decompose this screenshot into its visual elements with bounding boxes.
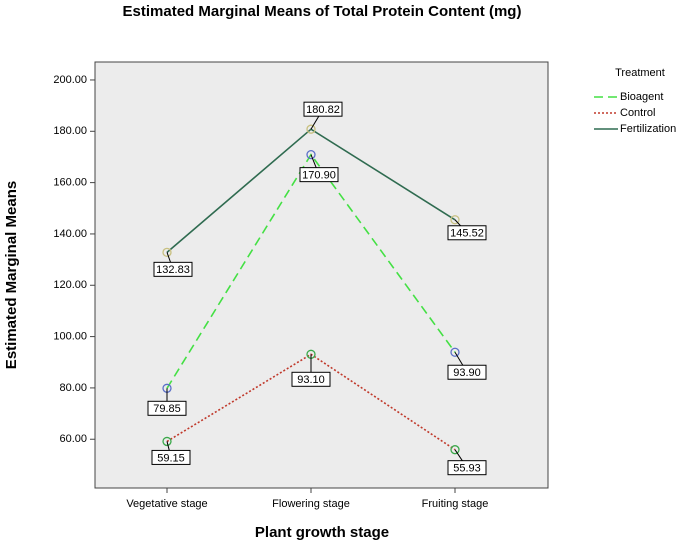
point-marker [450,445,460,455]
x-tick-label: Flowering stage [272,498,350,510]
label-box [291,371,331,387]
value-label: 55.93 [453,463,481,475]
y-tick-label: 100.00 [53,330,87,342]
legend-label: Control [620,107,655,119]
value-label: 79.85 [153,403,181,415]
value-label: 170.90 [302,170,336,182]
label-box [303,101,343,117]
y-tick-label: 140.00 [53,228,87,240]
x-axis-title: Plant growth stage [255,524,389,541]
chart-title: Estimated Marginal Means of Total Protei… [123,3,522,20]
value-label: 93.10 [297,374,325,386]
point-marker [306,149,316,160]
point-marker [306,124,316,134]
legend-label: Bioagent [620,91,663,103]
legend-title: Treatment [615,67,665,79]
label-box [147,400,187,416]
point-marker [450,215,460,225]
series-line [166,153,456,389]
x-tick-label: Fruiting stage [422,498,489,510]
legend-label: Fertilization [620,123,676,135]
point-marker [162,436,172,447]
label-box [447,460,487,476]
y-tick-label: 160.00 [53,177,87,189]
label-box [447,364,487,380]
y-tick-label: 120.00 [53,279,87,291]
value-label: 59.15 [157,452,185,464]
point-marker [162,247,172,257]
value-label: 180.82 [306,104,340,116]
value-label: 132.83 [156,264,190,276]
label-box [447,225,487,241]
x-tick-label: Vegetative stage [126,498,207,510]
label-box [153,261,193,277]
point-marker [450,347,460,357]
y-tick-label: 80.00 [59,382,87,394]
y-tick-label: 60.00 [59,433,87,445]
y-tick-label: 180.00 [53,125,87,137]
label-box [299,167,339,183]
label-box [151,449,191,465]
value-label: 93.90 [453,367,481,379]
value-label: 145.52 [450,228,484,240]
y-axis-title: Estimated Marginal Means [3,181,20,369]
series-line [166,128,456,253]
y-tick-label: 200.00 [53,74,87,86]
